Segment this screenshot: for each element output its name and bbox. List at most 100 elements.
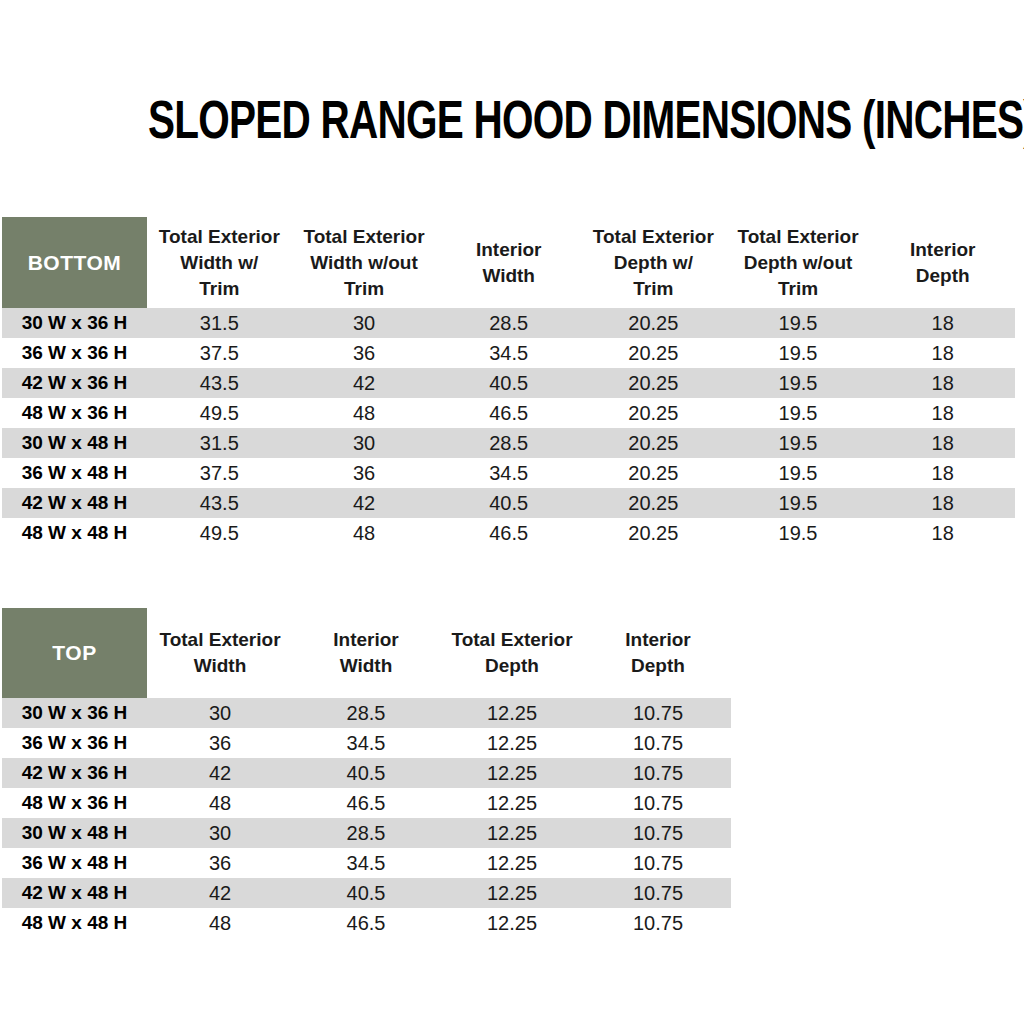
top_table-row-2-value-1: 40.5 <box>293 758 439 788</box>
bottom_table-row-5-label: 36 W x 48 H <box>2 458 147 488</box>
top_table-row-2: 42 W x 36 H4240.512.2510.75 <box>2 758 731 788</box>
top_table-row-0-value-2: 12.25 <box>439 698 585 728</box>
bottom_table-row-1-value-1: 36 <box>292 338 437 368</box>
bottom_table-column-header-5: Interior Depth <box>870 217 1015 308</box>
bottom_table-column-header-0: Total Exterior Width w/ Trim <box>147 217 292 308</box>
bottom_table-row-2: 42 W x 36 H43.54240.520.2519.518 <box>2 368 1015 398</box>
top_table-row-7: 48 W x 48 H4846.512.2510.75 <box>2 908 731 938</box>
top_table-row-4-value-0: 30 <box>147 818 293 848</box>
bottom_table-row-3: 48 W x 36 H49.54846.520.2519.518 <box>2 398 1015 428</box>
bottom_table-row-2-value-2: 40.5 <box>436 368 581 398</box>
bottom_table-row-3-value-1: 48 <box>292 398 437 428</box>
bottom_table-row-5-value-5: 18 <box>870 458 1015 488</box>
bottom_table-row-3-value-2: 46.5 <box>436 398 581 428</box>
bottom_table-row-1-value-4: 19.5 <box>726 338 871 368</box>
top_table-column-header-2: Total Exterior Depth <box>439 608 585 698</box>
bottom-dimensions-table: BOTTOMTotal Exterior Width w/ TrimTotal … <box>2 217 1015 548</box>
bottom_table-row-3-value-3: 20.25 <box>581 398 726 428</box>
bottom_table-row-4-value-0: 31.5 <box>147 428 292 458</box>
bottom_table-row-4-value-1: 30 <box>292 428 437 458</box>
top-dimensions-table: TOPTotal Exterior WidthInterior WidthTot… <box>2 608 731 938</box>
top_table-row-2-value-3: 10.75 <box>585 758 731 788</box>
bottom_table-column-header-4: Total Exterior Depth w/out Trim <box>726 217 871 308</box>
top_table-row-1: 36 W x 36 H3634.512.2510.75 <box>2 728 731 758</box>
top_table-column-header-1: Interior Width <box>293 608 439 698</box>
top_table-corner-label: TOP <box>2 608 147 698</box>
bottom_table-row-4-label: 30 W x 48 H <box>2 428 147 458</box>
bottom_table-row-1: 36 W x 36 H37.53634.520.2519.518 <box>2 338 1015 368</box>
page-title-text: SLOPED RANGE HOOD DIMENSIONS (INCHES) <box>148 88 1024 150</box>
bottom_table-row-1-value-0: 37.5 <box>147 338 292 368</box>
top_table-row-3-value-0: 48 <box>147 788 293 818</box>
top_table-row-3-value-1: 46.5 <box>293 788 439 818</box>
top_table-row-6-value-1: 40.5 <box>293 878 439 908</box>
bottom_table-row-7: 48 W x 48 H49.54846.520.2519.518 <box>2 518 1015 548</box>
bottom_table-row-4-value-2: 28.5 <box>436 428 581 458</box>
bottom_table-row-7-value-2: 46.5 <box>436 518 581 548</box>
bottom_table-column-header-1: Total Exterior Width w/out Trim <box>292 217 437 308</box>
top_table-row-0-value-0: 30 <box>147 698 293 728</box>
bottom_table-column-header-2: Interior Width <box>436 217 581 308</box>
bottom_table-row-6: 42 W x 48 H43.54240.520.2519.518 <box>2 488 1015 518</box>
bottom_table-row-4-value-5: 18 <box>870 428 1015 458</box>
top_table-row-7-value-3: 10.75 <box>585 908 731 938</box>
bottom_table-row-0-value-0: 31.5 <box>147 308 292 338</box>
bottom_table-row-0-value-2: 28.5 <box>436 308 581 338</box>
top_table-row-5-label: 36 W x 48 H <box>2 848 147 878</box>
bottom_table-row-2-value-4: 19.5 <box>726 368 871 398</box>
bottom_table-row-0-value-4: 19.5 <box>726 308 871 338</box>
bottom_table-row-3-value-5: 18 <box>870 398 1015 428</box>
bottom_table-row-6-label: 42 W x 48 H <box>2 488 147 518</box>
bottom_table-row-7-value-1: 48 <box>292 518 437 548</box>
page: SLOPED RANGE HOOD DIMENSIONS (INCHES) BO… <box>0 0 1024 1024</box>
top_table-row-5: 36 W x 48 H3634.512.2510.75 <box>2 848 731 878</box>
bottom_table-row-4-value-4: 19.5 <box>726 428 871 458</box>
top_table-row-6-value-2: 12.25 <box>439 878 585 908</box>
top_table-row-4-value-1: 28.5 <box>293 818 439 848</box>
top_table-row-4: 30 W x 48 H3028.512.2510.75 <box>2 818 731 848</box>
top_table-row-0-value-3: 10.75 <box>585 698 731 728</box>
top_table-row-2-label: 42 W x 36 H <box>2 758 147 788</box>
bottom_table-row-5-value-4: 19.5 <box>726 458 871 488</box>
top_table-row-6-value-0: 42 <box>147 878 293 908</box>
bottom_table-row-4-value-3: 20.25 <box>581 428 726 458</box>
top_table-row-1-value-1: 34.5 <box>293 728 439 758</box>
bottom_table-row-6-value-1: 42 <box>292 488 437 518</box>
top_table-row-0: 30 W x 36 H3028.512.2510.75 <box>2 698 731 728</box>
top_table-row-2-value-2: 12.25 <box>439 758 585 788</box>
top_table-row-5-value-0: 36 <box>147 848 293 878</box>
top_table-row-4-label: 30 W x 48 H <box>2 818 147 848</box>
top_table-row-3-value-3: 10.75 <box>585 788 731 818</box>
page-title: SLOPED RANGE HOOD DIMENSIONS (INCHES) <box>0 88 1024 150</box>
top_table-row-7-value-0: 48 <box>147 908 293 938</box>
bottom_table-row-2-value-3: 20.25 <box>581 368 726 398</box>
bottom_table-row-2-label: 42 W x 36 H <box>2 368 147 398</box>
bottom_table-row-7-value-0: 49.5 <box>147 518 292 548</box>
top_table-row-4-value-3: 10.75 <box>585 818 731 848</box>
top_table-row-4-value-2: 12.25 <box>439 818 585 848</box>
top_table-row-3: 48 W x 36 H4846.512.2510.75 <box>2 788 731 818</box>
top_table-row-5-value-3: 10.75 <box>585 848 731 878</box>
bottom_table-row-5-value-3: 20.25 <box>581 458 726 488</box>
bottom_table-row-7-value-5: 18 <box>870 518 1015 548</box>
bottom_table-row-5-value-1: 36 <box>292 458 437 488</box>
bottom_table-row-0-label: 30 W x 36 H <box>2 308 147 338</box>
bottom_table-row-3-value-4: 19.5 <box>726 398 871 428</box>
bottom_table-row-0: 30 W x 36 H31.53028.520.2519.518 <box>2 308 1015 338</box>
bottom_table-header-row: BOTTOMTotal Exterior Width w/ TrimTotal … <box>2 217 1015 308</box>
top_table-row-1-label: 36 W x 36 H <box>2 728 147 758</box>
bottom_table-row-5-value-0: 37.5 <box>147 458 292 488</box>
top_table-column-header-0: Total Exterior Width <box>147 608 293 698</box>
top_table-column-header-3: Interior Depth <box>585 608 731 698</box>
bottom_table-row-6-value-4: 19.5 <box>726 488 871 518</box>
bottom_table-row-0-value-5: 18 <box>870 308 1015 338</box>
bottom_table-row-6-value-0: 43.5 <box>147 488 292 518</box>
top_table-row-1-value-2: 12.25 <box>439 728 585 758</box>
bottom_table-row-5: 36 W x 48 H37.53634.520.2519.518 <box>2 458 1015 488</box>
top_table-row-7-value-1: 46.5 <box>293 908 439 938</box>
top_table-row-6-label: 42 W x 48 H <box>2 878 147 908</box>
bottom_table-row-2-value-1: 42 <box>292 368 437 398</box>
top_table-row-0-value-1: 28.5 <box>293 698 439 728</box>
bottom_table-row-7-value-4: 19.5 <box>726 518 871 548</box>
bottom_table-row-3-label: 48 W x 36 H <box>2 398 147 428</box>
